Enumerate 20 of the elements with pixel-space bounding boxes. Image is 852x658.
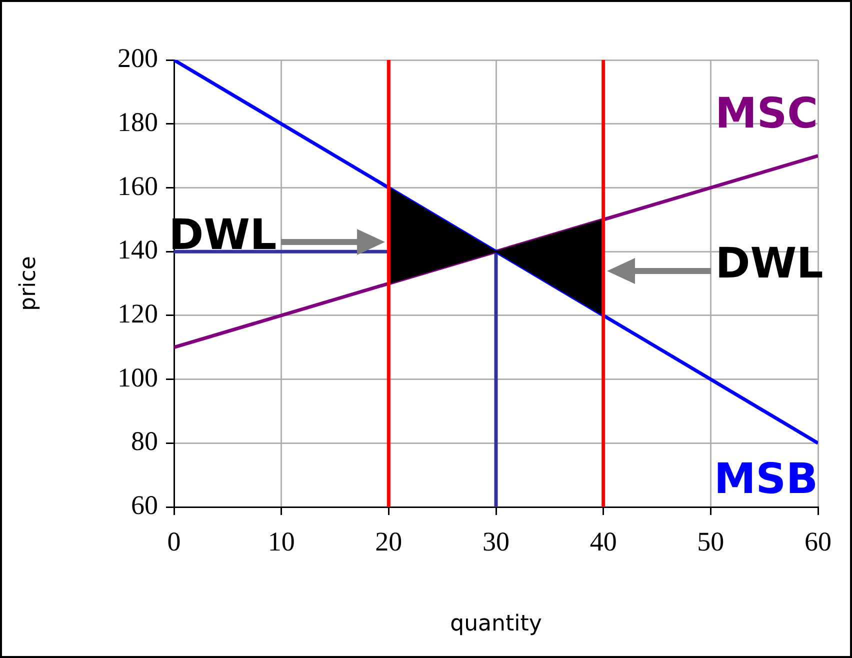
y-tick-label: 120 — [118, 298, 158, 329]
series-label: MSC — [715, 88, 818, 138]
x-tick-label: 20 — [375, 526, 402, 556]
annotation: DWL — [715, 238, 824, 288]
y-tick-label: 160 — [118, 170, 158, 201]
x-tick-label: 10 — [268, 526, 295, 556]
x-axis-title: quantity — [450, 612, 542, 637]
y-tick-label: 200 — [118, 43, 158, 74]
y-axis-title: price — [16, 256, 41, 311]
series-label: MSB — [714, 454, 818, 504]
y-tick-label: 180 — [118, 106, 158, 137]
x-tick-label: 30 — [482, 526, 510, 556]
x-tick-label: 60 — [804, 526, 832, 556]
y-tick-label: 140 — [118, 234, 158, 265]
y-tick-label: 100 — [118, 362, 158, 392]
x-tick-label: 50 — [697, 526, 724, 556]
x-tick-label: 0 — [167, 526, 181, 556]
x-tick-label: 40 — [590, 526, 617, 556]
y-tick-label: 60 — [131, 490, 158, 520]
y-tick-label: 80 — [131, 426, 158, 456]
